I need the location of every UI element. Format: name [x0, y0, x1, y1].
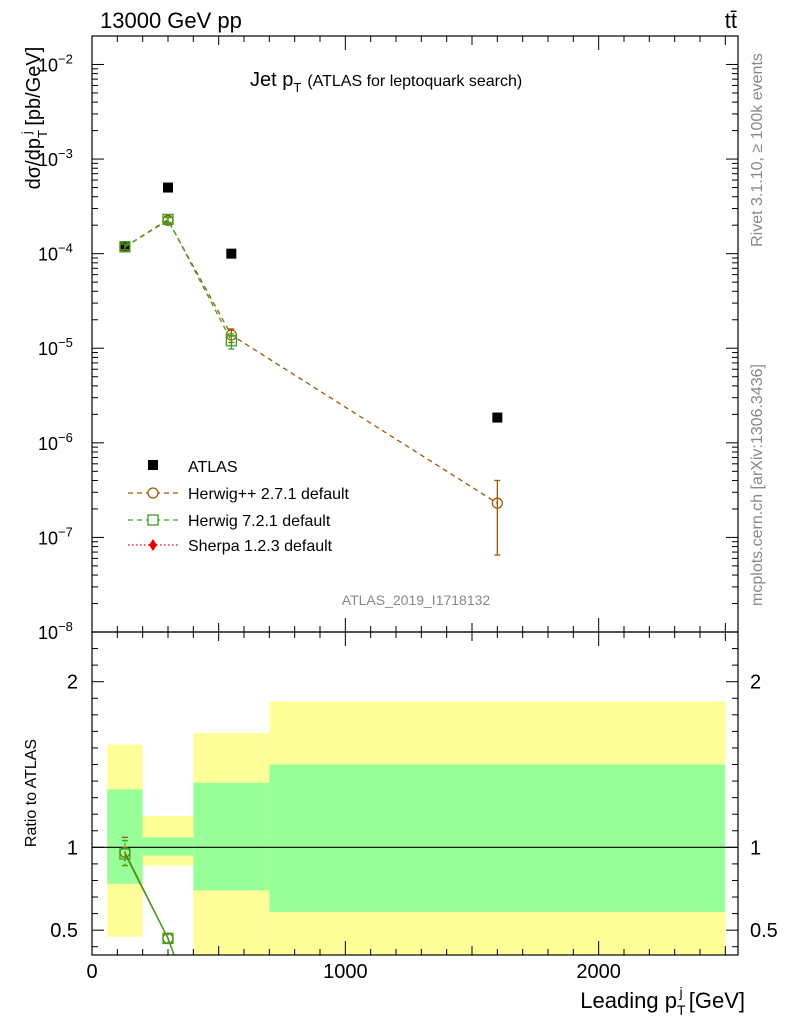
- data-point-atlas: [226, 248, 237, 259]
- ratio-plot-area: [92, 701, 738, 955]
- y-tick-label: 10−3: [38, 146, 73, 170]
- legend-label-sherpa: Sherpa 1.2.3 default: [188, 538, 333, 555]
- uncertainty-band-inner: [142, 837, 194, 856]
- analysis-id: ATLAS_2019_I1718132: [342, 592, 491, 608]
- uncertainty-band-inner: [107, 789, 143, 884]
- series-line-herwigpp: [124, 219, 498, 504]
- point-herwig7: [225, 335, 237, 347]
- uncertainty-band-inner: [269, 764, 726, 912]
- ratio-y-tick-label: 0.5: [50, 920, 78, 942]
- y-tick-label: 10−5: [38, 335, 73, 359]
- y-tick-label: 10−2: [38, 51, 73, 75]
- ratio-y-tick-label-right: 1: [750, 837, 761, 859]
- point-herwigpp: [491, 497, 503, 509]
- rivet-label: Rivet 3.1.10, ≥ 100k events: [749, 53, 766, 247]
- ratio-y-axis-label: Ratio to ATLAS: [23, 739, 40, 847]
- legend-marker-sherpa: [149, 539, 157, 551]
- ratio-point-herwig7: [119, 848, 131, 860]
- main-axis-ticks: [91, 35, 738, 633]
- mcplots-label: mcplots.cern.ch [arXiv:1306.3436]: [749, 364, 766, 606]
- ratio-y-tick-label: 1: [67, 837, 78, 859]
- legend-marker-atlas: [148, 460, 158, 470]
- ratio-y-tick-label-right: 0.5: [750, 920, 778, 942]
- legend-label-atlas: ATLAS: [188, 459, 238, 476]
- ratio-axis-ticks: [91, 632, 738, 955]
- energy-label: 13000 GeV pp: [100, 8, 242, 33]
- legend-marker-herwig7: [147, 514, 159, 526]
- x-axis-label: Leading pTj [GeV]: [580, 984, 745, 1018]
- x-tick-label: 2000: [576, 961, 621, 983]
- ratio-y-tick-label-right: 2: [750, 672, 761, 694]
- x-tick-label: 1000: [323, 961, 368, 983]
- legend: ATLAS Herwig++ 2.7.1 default Herwig 7.2.…: [128, 459, 350, 555]
- ratio-tick-labels: 0.5 0.5 1 1 2 2 0 1000 2000: [50, 672, 778, 983]
- y-tick-label: 10−4: [38, 241, 73, 265]
- ratio-frame: [91, 631, 739, 956]
- data-point-atlas: [163, 182, 173, 193]
- legend-marker-herwigpp: [147, 487, 159, 499]
- ratio-y-tick-label: 2: [67, 672, 78, 694]
- main-y-tick-labels: 10−8 10−7 10−6 10−5 10−4 10−3 10−2: [38, 51, 73, 643]
- y-tick-label: 10−8: [38, 619, 73, 643]
- point-herwig7: [162, 213, 174, 226]
- data-point-atlas: [492, 412, 503, 423]
- ratio-point-herwig7: [162, 932, 174, 945]
- x-tick-label: 0: [86, 961, 97, 983]
- uncertainty-band-inner: [193, 782, 270, 891]
- legend-label-herwig7: Herwig 7.2.1 default: [188, 513, 331, 530]
- legend-label-herwigpp: Herwig++ 2.7.1 default: [188, 486, 350, 503]
- main-plot-area: [119, 182, 503, 556]
- main-y-axis-label: dσ/dpTj [pb/GeV]: [19, 47, 50, 190]
- plot-title: Jet pT (ATLAS for leptoquark search): [250, 69, 522, 95]
- process-label: tt̄: [725, 8, 737, 33]
- y-tick-label: 10−6: [38, 430, 73, 454]
- point-herwig7: [119, 241, 131, 253]
- y-tick-label: 10−7: [38, 524, 73, 548]
